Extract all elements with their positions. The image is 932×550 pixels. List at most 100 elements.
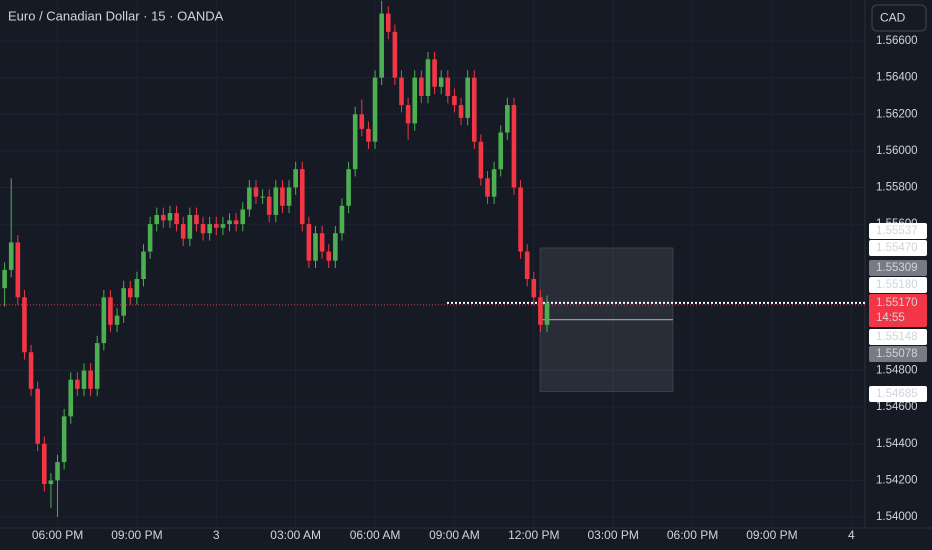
candle-body <box>174 213 179 225</box>
candle-body <box>154 214 160 225</box>
candle-body <box>260 196 265 198</box>
x-tick-label: 03:00 PM <box>587 528 638 542</box>
candle-body <box>498 132 504 170</box>
candle-body <box>286 187 292 206</box>
candle-body <box>161 214 166 221</box>
candle-body <box>273 187 279 215</box>
candle-body <box>432 59 437 87</box>
price-badge <box>869 223 927 239</box>
candle-body <box>485 178 490 197</box>
candle-body <box>207 224 212 234</box>
price-badge-label: 1.55078 <box>876 348 918 360</box>
candle-body <box>253 187 259 197</box>
price-badge <box>869 329 927 345</box>
candle-body <box>491 169 497 197</box>
candle-body <box>452 95 457 106</box>
x-tick-label: 4 <box>848 528 855 542</box>
candle-body <box>531 279 537 298</box>
x-tick-label: 06:00 PM <box>32 528 83 542</box>
candle-body <box>438 77 444 87</box>
candle-body <box>412 77 418 124</box>
candle-body <box>187 214 193 239</box>
candle-body <box>121 288 126 316</box>
candle-body <box>280 187 285 206</box>
candle-body <box>15 242 21 298</box>
candle-body <box>141 251 146 280</box>
grid <box>0 0 865 528</box>
candle-body <box>167 213 173 221</box>
candle-body <box>22 297 27 353</box>
y-tick-label: 1.56600 <box>876 35 918 47</box>
candle-body <box>458 105 464 118</box>
candle-body <box>346 169 351 206</box>
candle-body <box>524 251 530 280</box>
candle-body <box>293 169 298 188</box>
candle-body <box>213 224 219 228</box>
candle-body <box>94 343 100 389</box>
x-tick-label: 03:00 AM <box>270 528 321 542</box>
y-tick-label: 1.56000 <box>876 145 918 157</box>
x-tick-label: 09:00 PM <box>111 528 162 542</box>
candle-body <box>392 31 398 78</box>
y-tick-label: 1.54600 <box>876 401 918 413</box>
candle-body <box>366 128 371 142</box>
candle-body <box>88 370 93 389</box>
candle-body <box>538 297 543 325</box>
candle-body <box>28 352 34 389</box>
current-price-badge <box>869 294 927 327</box>
price-badge <box>869 346 927 362</box>
candle-body <box>108 297 113 325</box>
candle-body <box>200 224 206 234</box>
candle-body <box>478 141 484 179</box>
candle-body <box>471 77 477 142</box>
current-price-label: 1.55170 <box>876 297 918 309</box>
candle-body <box>505 105 510 133</box>
candle-body <box>147 224 153 252</box>
candle-body <box>220 224 226 228</box>
price-badge-label: 1.55470 <box>876 242 918 254</box>
price-badge <box>869 260 927 276</box>
x-tick-label: 09:00 PM <box>746 528 797 542</box>
candle-body <box>194 214 199 225</box>
currency-label[interactable]: CAD <box>880 11 906 25</box>
candle-body <box>48 480 54 485</box>
candle-body <box>359 114 365 129</box>
candle-body <box>333 233 338 261</box>
x-tick-label: 06:00 PM <box>667 528 718 542</box>
currency-button[interactable] <box>871 4 927 32</box>
candle-body <box>41 443 47 485</box>
chart-title: Euro / Canadian Dollar · 15 · OANDA <box>8 8 224 23</box>
candle-body <box>101 297 107 344</box>
candle-body <box>339 205 345 234</box>
candle-body <box>55 462 60 481</box>
candle-body <box>266 196 272 215</box>
price-badge <box>869 277 927 293</box>
candle-body <box>372 77 378 142</box>
candle-body <box>81 370 87 389</box>
candle-body <box>2 269 7 289</box>
candle-body <box>518 187 523 252</box>
x-tick-label: 3 <box>213 528 220 542</box>
price-badge-label: 1.55148 <box>876 331 918 343</box>
candle-body <box>319 233 325 252</box>
plot <box>0 0 865 518</box>
y-tick-label: 1.56400 <box>876 72 918 84</box>
candle-body <box>511 105 517 188</box>
y-tick-label: 1.55800 <box>876 182 918 194</box>
price-badge-label: 1.54685 <box>876 388 918 400</box>
candle-body <box>247 187 252 210</box>
candle-body <box>385 13 391 32</box>
y-tick-label: 1.54200 <box>876 474 918 486</box>
candle-body <box>379 13 384 78</box>
price-badge <box>869 386 927 402</box>
candle-body <box>134 279 140 298</box>
candle-body <box>8 242 14 270</box>
candle-body <box>114 315 120 325</box>
candle-body <box>75 379 80 389</box>
price-badge-label: 1.55537 <box>876 225 918 237</box>
candle-body <box>240 209 246 225</box>
y-tick-label: 1.54400 <box>876 438 918 450</box>
candle-body <box>399 77 404 106</box>
x-tick-label: 09:00 AM <box>429 528 480 542</box>
